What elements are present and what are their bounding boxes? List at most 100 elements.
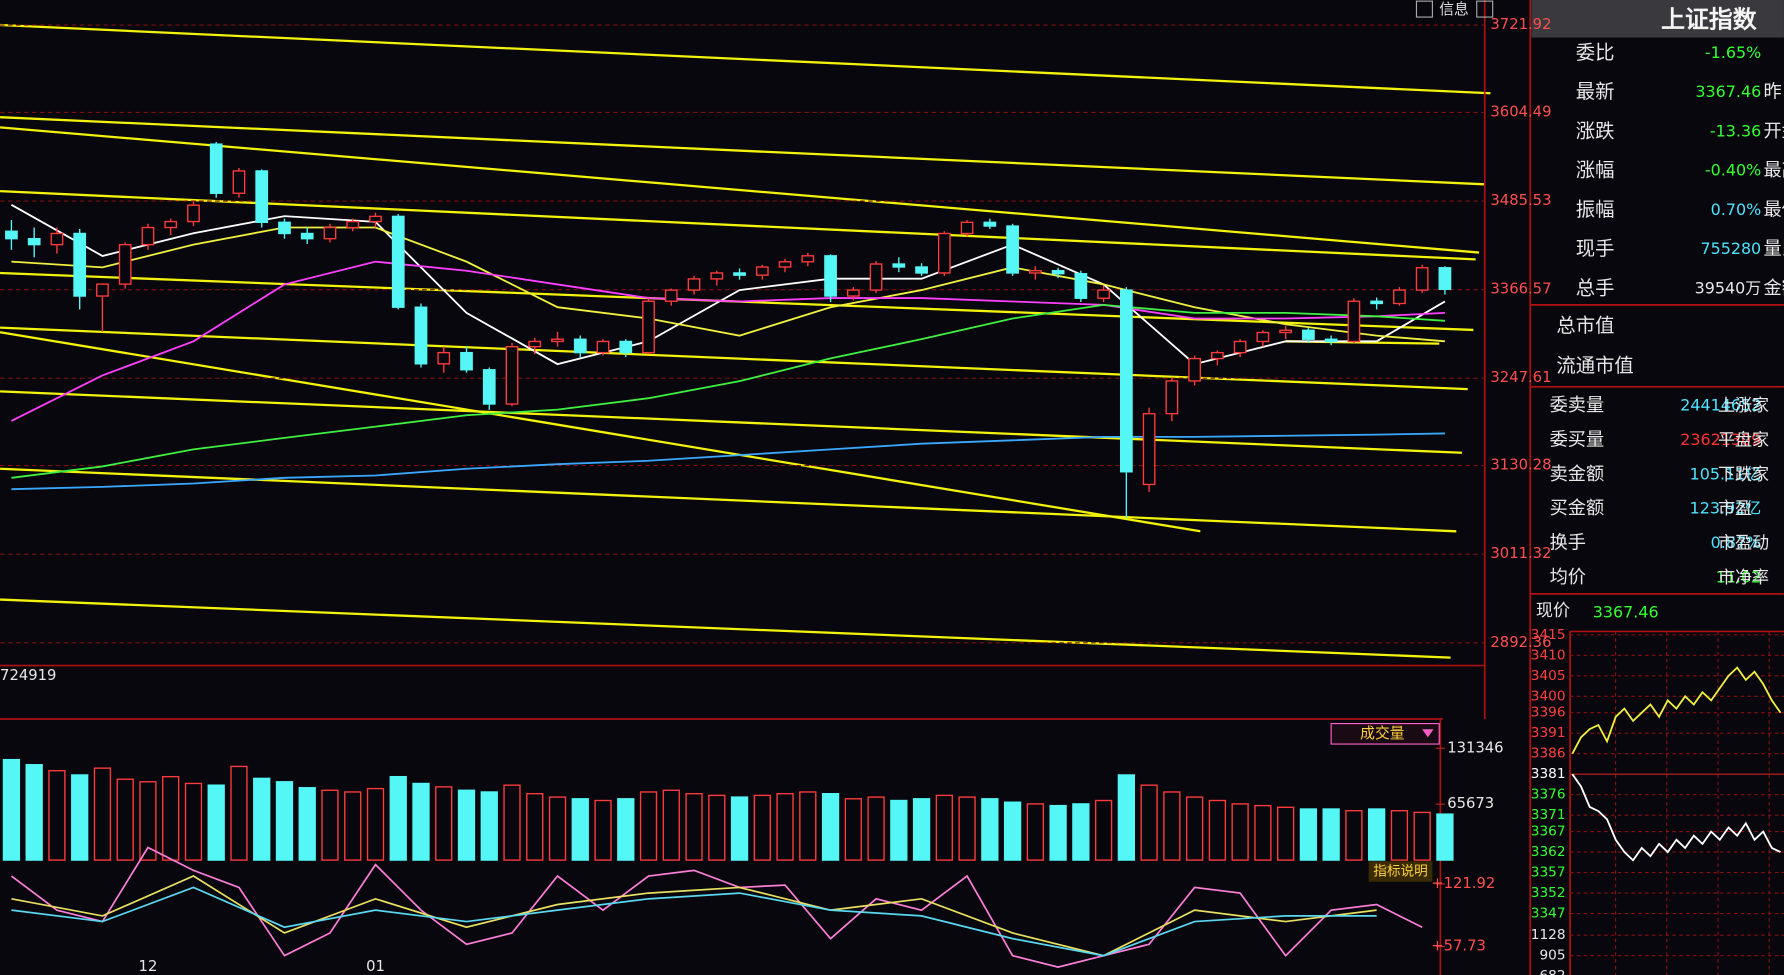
y-tick-label: 3604.49 xyxy=(1490,103,1551,120)
candle-body xyxy=(164,220,178,229)
order-side-label: 市盈动 xyxy=(1718,534,1769,554)
trend-line xyxy=(0,467,1457,533)
volume-bar xyxy=(1322,808,1340,861)
candle-body xyxy=(1438,267,1452,291)
order-value: 24414652 xyxy=(1680,396,1761,415)
y-tick-label: 3381 xyxy=(1531,766,1566,782)
candle-body xyxy=(482,369,496,405)
y-tick-label: 131346 xyxy=(1447,739,1503,756)
quote-panel: 上证指数 现价 3367.46 xyxy=(1530,0,1784,633)
volume-annotation: 724919 xyxy=(0,667,56,684)
toolbar-icon[interactable] xyxy=(1415,0,1433,18)
candle-body xyxy=(778,261,792,268)
y-tick-label: 2892.36 xyxy=(1490,634,1551,651)
quote-label: 现手 xyxy=(1576,237,1615,260)
volume-bar xyxy=(25,764,43,861)
order-label: 买金额 xyxy=(1550,498,1605,519)
y-tick-label: 3367 xyxy=(1531,824,1566,840)
volume-bar xyxy=(298,787,316,861)
y-tick-label: 3376 xyxy=(1531,787,1566,803)
quote-label: 最新 xyxy=(1576,80,1615,103)
intraday-line xyxy=(1571,666,1782,755)
candle-body xyxy=(664,289,678,302)
order-side-label: 市盈 xyxy=(1718,499,1752,519)
y2-tick-label: 905 xyxy=(1539,948,1565,964)
volume-bar xyxy=(71,774,89,861)
candle-body xyxy=(1279,329,1293,334)
y-tick-label: 65673 xyxy=(1447,795,1494,812)
volume-bar xyxy=(1299,808,1318,861)
y-tick-label: 3130.28 xyxy=(1490,457,1551,474)
toolbar-icon[interactable] xyxy=(1476,0,1494,18)
candle-body xyxy=(619,340,633,354)
volume-bar xyxy=(1003,801,1022,861)
quote-label: 振幅 xyxy=(1576,198,1615,221)
candle-body xyxy=(960,221,974,235)
trend-lines xyxy=(0,23,1491,659)
order-value: 0.87% xyxy=(1711,533,1762,552)
y-tick-label: 3247.61 xyxy=(1490,369,1551,386)
candle-body xyxy=(573,338,587,354)
volume-bar xyxy=(207,784,225,861)
trend-line xyxy=(0,126,1480,254)
candle-body xyxy=(1028,270,1042,274)
order-label: 均价 xyxy=(1550,567,1586,588)
x-tick-label: 12 xyxy=(139,958,158,975)
candle-body xyxy=(1324,338,1338,343)
order-side-label: 市净率 xyxy=(1718,568,1769,588)
candle-body xyxy=(1006,225,1019,274)
volume-bar xyxy=(639,791,658,861)
candle-body xyxy=(300,232,314,240)
indicator-button-label[interactable]: 指标说明 xyxy=(1373,863,1428,879)
candle-body xyxy=(187,204,200,223)
order-label: 委卖量 xyxy=(1550,395,1605,416)
candle-body xyxy=(1211,351,1224,360)
candle-body xyxy=(596,340,610,354)
volume-bar xyxy=(548,796,567,861)
button-frame[interactable] xyxy=(1330,723,1440,745)
order-label: 换手 xyxy=(1550,533,1586,554)
volume-bar xyxy=(685,792,703,861)
candle-body xyxy=(937,232,951,274)
candle-body xyxy=(1188,357,1201,382)
candle-body xyxy=(1370,300,1384,305)
volume-bar xyxy=(867,796,885,861)
button-frame[interactable] xyxy=(1368,861,1433,882)
candle-body xyxy=(255,170,269,223)
y-tick-label: 3011.32 xyxy=(1490,545,1551,562)
candle-body xyxy=(687,278,701,291)
y-tick-label: 3415 xyxy=(1531,627,1566,643)
volume-button-label[interactable]: 成交量 xyxy=(1360,724,1405,742)
volume-bar xyxy=(457,789,476,861)
candle-body xyxy=(824,255,837,297)
indicator-button[interactable]: 指标说明 xyxy=(1368,861,1433,882)
candle-body xyxy=(96,283,109,297)
candle-body xyxy=(437,351,451,365)
quote-value: 0.70% xyxy=(1711,200,1762,219)
candle-body xyxy=(801,255,815,263)
candle-body xyxy=(27,238,41,246)
volume-bar xyxy=(571,798,589,861)
toolbar-info[interactable]: 信息 xyxy=(1439,1,1469,18)
volume-bar xyxy=(821,792,840,861)
order-value: 105.11亿 xyxy=(1690,464,1762,483)
order-side-label: 下跌家 xyxy=(1718,465,1769,485)
quote-side-label: 量比 xyxy=(1763,239,1784,260)
volume-bar xyxy=(844,798,862,861)
candle-body xyxy=(869,263,883,291)
volume-bar xyxy=(321,789,339,861)
volume-bar xyxy=(594,799,612,861)
volume-bar xyxy=(1436,813,1454,861)
volume-bar xyxy=(935,794,953,861)
candle-body xyxy=(710,272,724,280)
y-tick-label: 3721.92 xyxy=(1490,16,1551,33)
candle-body xyxy=(1074,273,1088,299)
y-tick-label: 3386 xyxy=(1531,746,1566,762)
candle-body xyxy=(755,266,769,276)
volume-button[interactable]: 成交量 xyxy=(1330,723,1440,745)
volume-bar xyxy=(890,799,908,861)
y2-tick-label: 1128 xyxy=(1531,927,1566,943)
candle-body xyxy=(232,170,246,194)
dropdown-arrow[interactable] xyxy=(1422,729,1434,738)
candle-body xyxy=(1415,267,1429,291)
